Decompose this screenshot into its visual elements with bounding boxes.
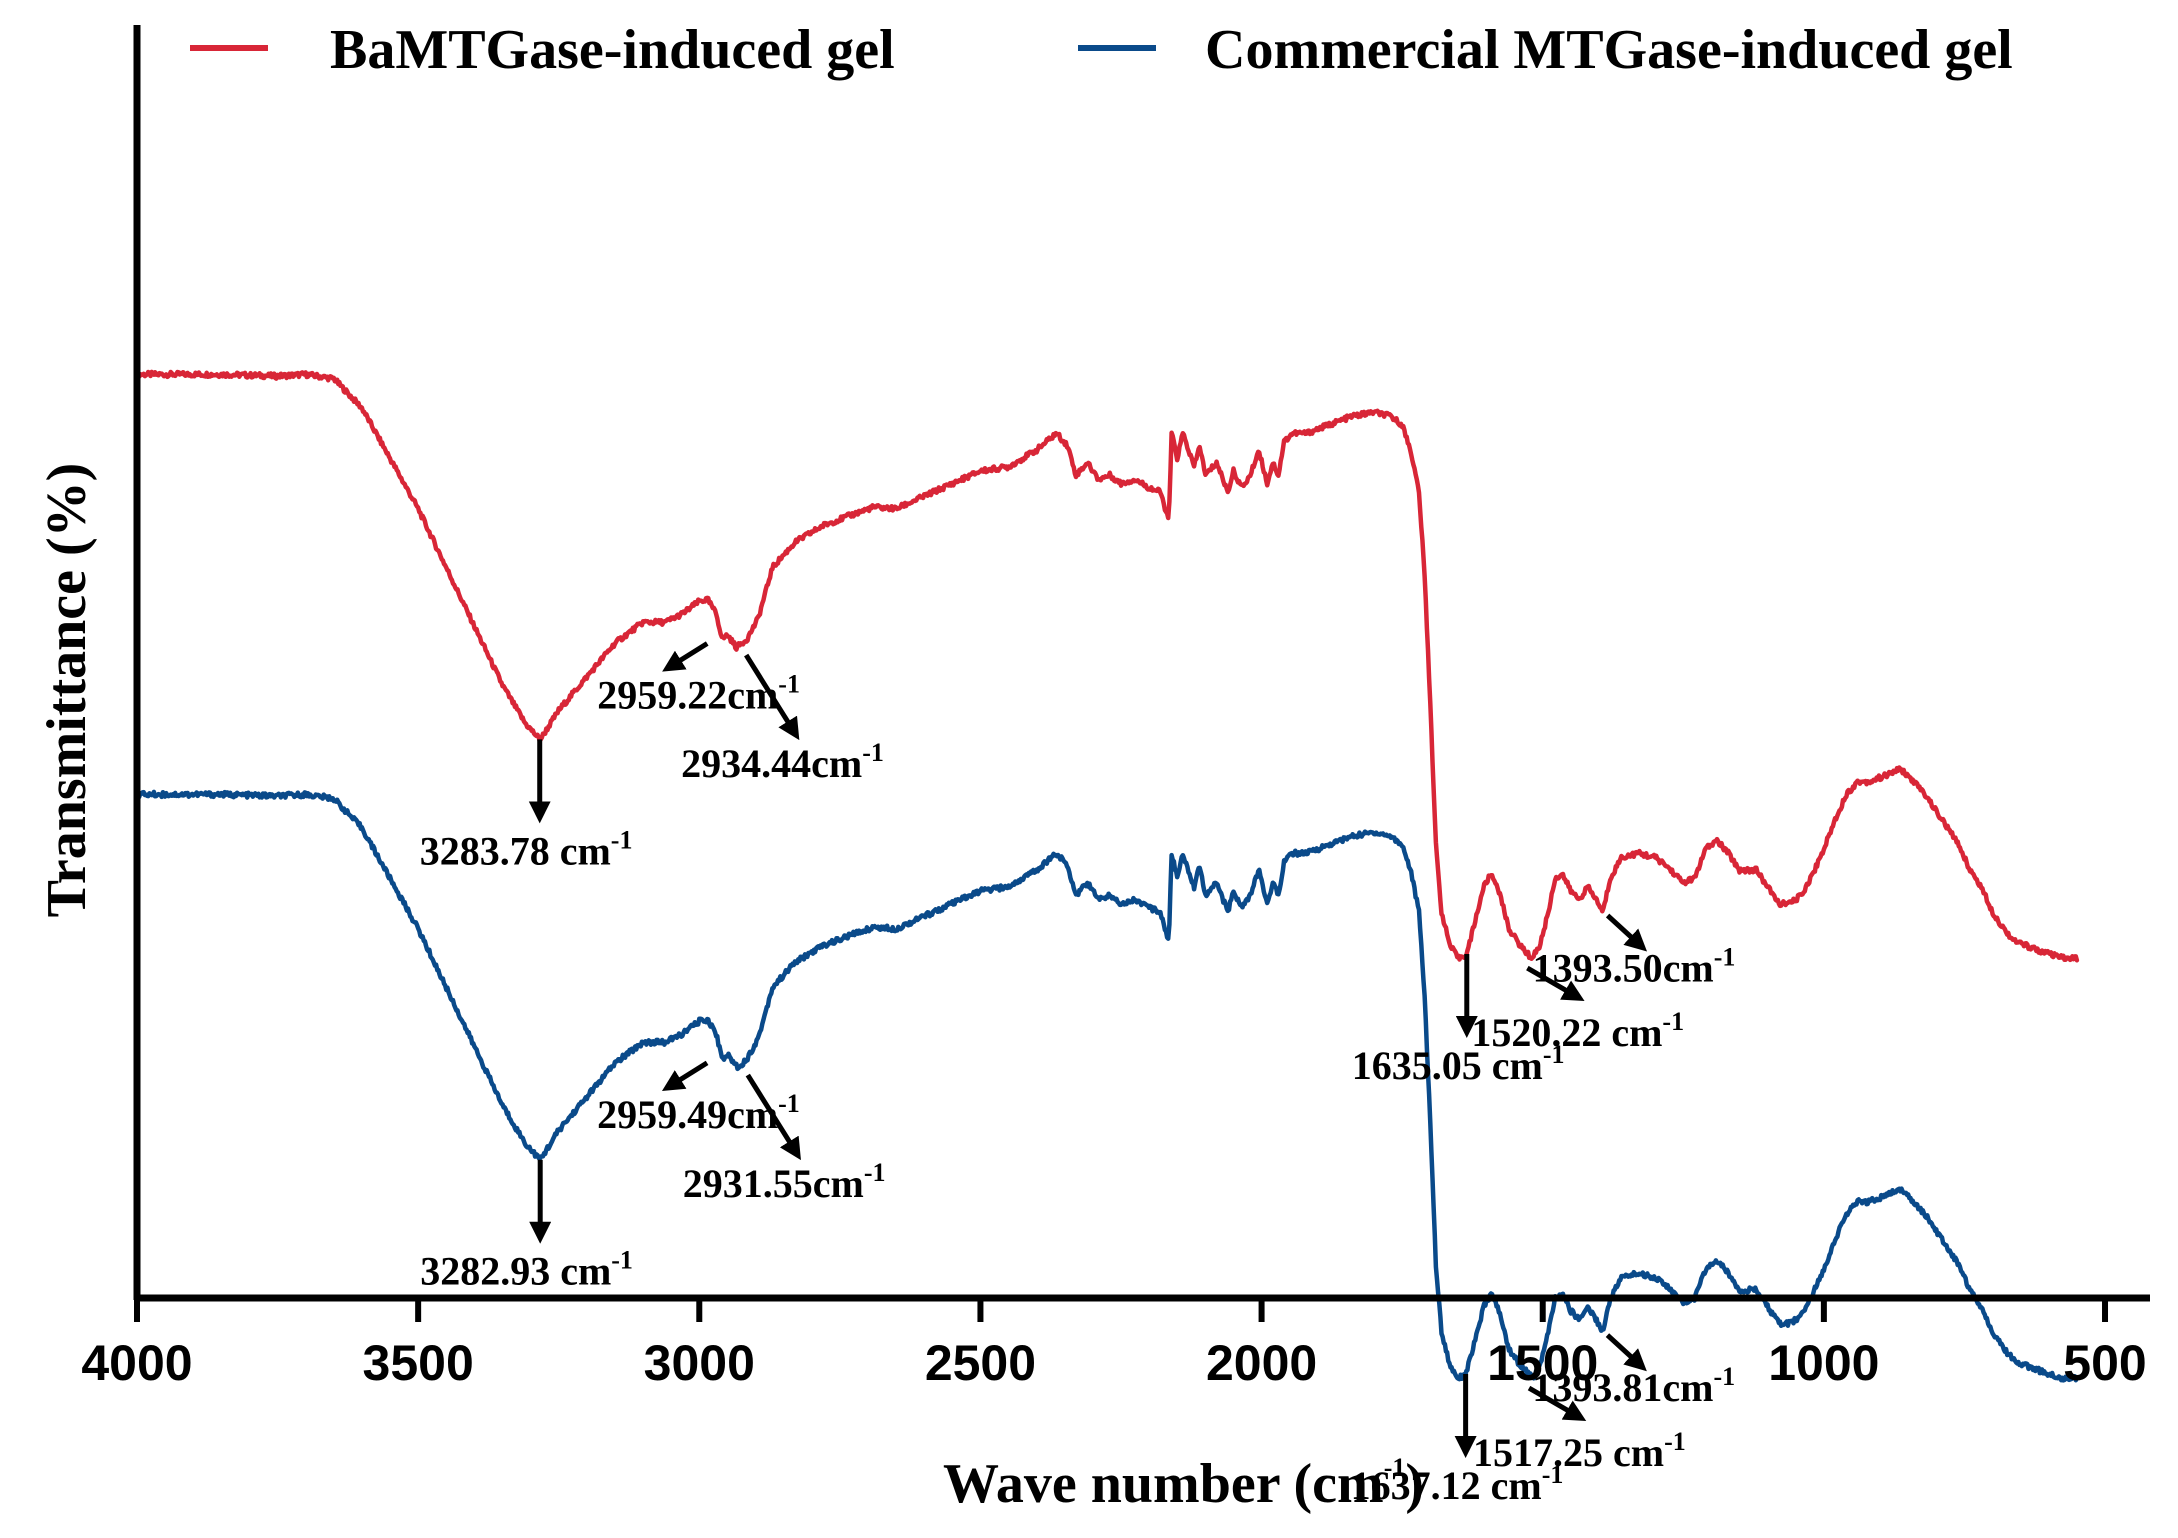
x-tick-label: 1500: [1487, 1335, 1598, 1391]
x-axis-title: Wave number (cm-1): [943, 1453, 1424, 1515]
x-tick-label: 1000: [1768, 1335, 1879, 1391]
annotation-label: 2934.44cm-1: [681, 738, 884, 786]
annotation-arrow: [745, 1073, 801, 1161]
annotation-arrow: [662, 641, 709, 672]
legend-label: Commercial MTGase-induced gel: [1205, 19, 2013, 81]
x-tick-label: 3000: [644, 1335, 755, 1391]
annotation-label: 2959.22cm-1: [597, 669, 800, 717]
annotation-label: 3282.93 cm-1: [420, 1246, 633, 1294]
x-tick-label: 2500: [925, 1335, 1036, 1391]
series-line-commercial: [134, 789, 2080, 1383]
annotation-label: 1393.81cm-1: [1532, 1362, 1735, 1410]
x-tick-label: 4000: [81, 1335, 192, 1391]
annotation-label: 2959.49cm-1: [597, 1089, 800, 1137]
axes: 4000 3500 3000 2500 2000 1500 1000 500 Wave numb…: [36, 25, 2150, 1515]
annotation-label: 1637.12 cm-1: [1351, 1460, 1564, 1508]
x-tick-label: 3500: [363, 1335, 474, 1391]
annotation-label: 1393.50cm-1: [1533, 942, 1736, 990]
x-tick-label: 2000: [1206, 1335, 1317, 1391]
annotation-label: 2931.55cm-1: [683, 1158, 886, 1206]
annotation-arrow: [1526, 965, 1585, 1002]
annotation-label: 1520.22 cm-1: [1471, 1007, 1684, 1055]
annotation-label: 1517.25 cm-1: [1473, 1427, 1686, 1475]
annotation-arrow: [661, 1060, 709, 1092]
annotation-arrow: [744, 653, 800, 741]
annotation-label: 1635.05 cm-1: [1352, 1040, 1565, 1088]
annotations: 3283.78 cm-1 2959.22cm-1 2934.44cm-1 1635.0…: [420, 641, 1736, 1508]
series-line-bamtgase: [134, 369, 2080, 963]
annotation-label: 3283.78 cm-1: [420, 825, 633, 873]
y-axis-title: Transmittance (%): [36, 463, 98, 918]
x-tick-label: 500: [2063, 1335, 2146, 1391]
annotation-arrow: [1605, 1333, 1647, 1372]
legend-label: BaMTGase-induced gel: [330, 19, 895, 81]
plot-area: [134, 369, 2080, 1383]
annotation-arrow: [1527, 1385, 1587, 1422]
legend: BaMTGase-induced gel Commercial MTGase-in…: [190, 19, 2013, 81]
annotation-arrow: [1605, 913, 1648, 952]
